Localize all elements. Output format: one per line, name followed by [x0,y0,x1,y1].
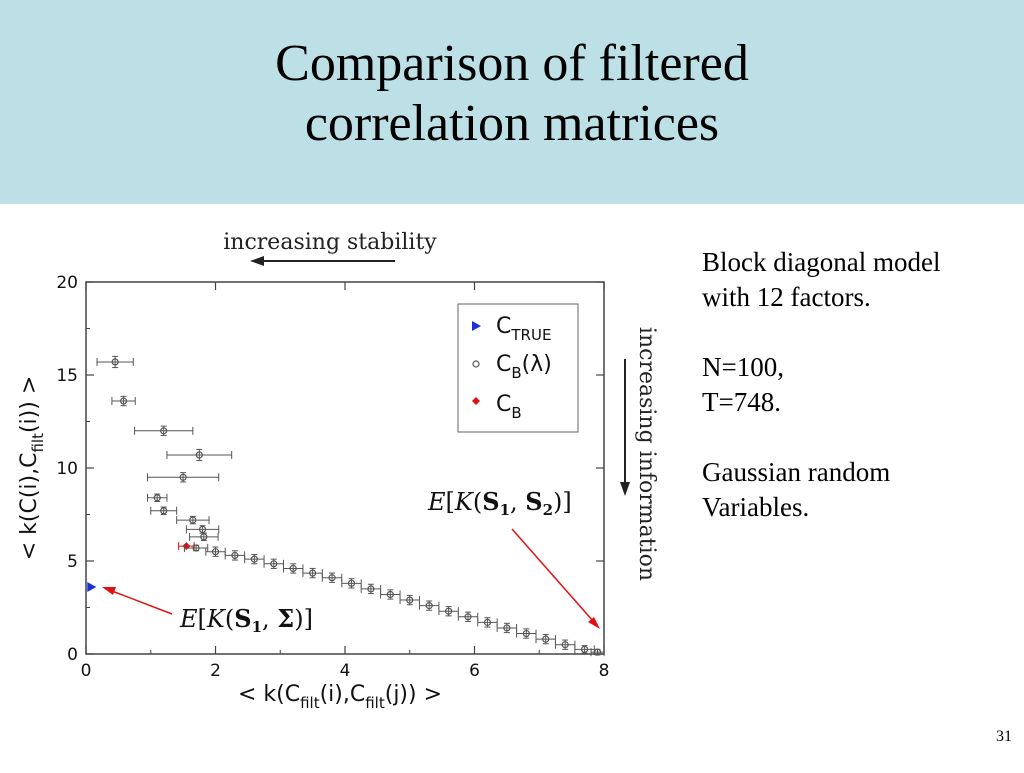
point-cb-lambda-3 [166,448,233,462]
x-tick-label-1: 2 [210,661,221,681]
note-line-3: N=100, [702,352,784,382]
point-cb-lambda-29 [554,639,576,650]
point-cb-lambda-14 [263,558,284,569]
slide-title: Comparison of filtered correlation matri… [0,34,1024,154]
note-line-5: Gaussian random [702,457,891,487]
point-cb-lambda-26 [496,622,518,634]
stability-annotation: increasing stability [223,230,437,255]
point-cb-lambda-31 [590,648,605,657]
point-cb-lambda-5 [147,493,168,502]
x-tick-label-3: 6 [469,661,480,681]
slide-title-line-2: correlation matrices [304,95,720,152]
legend-marker-c-b [472,397,480,405]
y-tick-label-3: 15 [56,366,78,386]
data-marks [87,355,605,657]
notes-panel: Block diagonal model with 12 factors. N=… [702,245,1022,525]
axis-ticks: 0 2 4 6 8 0 5 10 15 20 [56,273,609,681]
point-cb-lambda-1 [111,395,136,407]
y-tick-label-2: 10 [56,459,78,479]
y-tick-label-0: 0 [67,645,78,665]
point-cb-lambda-25 [477,617,498,628]
point-cb-lambda-21 [399,594,420,606]
arrow-e-s1-s2 [511,528,600,629]
note-line-1: Block diagonal model [702,247,941,277]
point-cb-lambda-2 [134,425,194,436]
legend: CTRUE CB(λ) CB [457,303,579,433]
note-line-4: T=748. [702,387,781,417]
y-axis-label: < k(C(i),Cfilt(i)) > [17,376,47,561]
point-cb-lambda-10 [183,543,209,552]
point-cb-lambda-7 [176,515,210,525]
x-tick-label-0: 0 [81,661,92,681]
x-tick-label-4: 8 [599,661,610,681]
information-annotation: increasing information [634,327,659,581]
point-cb-lambda-19 [360,583,382,595]
y-tick-label-1: 5 [67,552,78,572]
point-cb-lambda-12 [224,550,246,561]
point-cb-lambda-20 [380,589,401,600]
y-tick-label-4: 20 [56,273,78,293]
point-c-true-0 [87,582,97,593]
point-cb-lambda-23 [438,606,459,617]
title-band [0,0,1024,204]
point-cb-lambda-28 [535,633,556,645]
point-cb-0 [178,542,195,551]
point-cb-lambda-22 [418,600,440,611]
stability-arrow [250,256,395,266]
point-cb-lambda-0 [96,355,134,369]
figure-panel: increasing stability increasing informat… [0,204,684,768]
note-line-6: Variables. [702,492,810,522]
point-cb-lambda-13 [244,553,265,565]
slide-title-line-1: Comparison of filtered [275,35,749,92]
legend-marker-c-b-lambda [472,360,480,368]
point-cb-lambda-24 [457,611,479,622]
point-cb-lambda-8 [185,525,220,534]
point-cb-lambda-18 [341,578,362,589]
point-cb-lambda-27 [516,628,537,639]
x-tick-label-2: 4 [340,661,351,681]
slide-number: 31 [996,728,1012,745]
annotation-e-s1-sigma: E[K(S1, Σ)] [179,604,313,636]
point-cb-lambda-9 [189,532,219,542]
information-arrow [620,359,630,496]
point-cb-lambda-16 [302,567,323,579]
annotation-e-s1-s2: E[K(S1, S2)] [427,487,572,519]
scatter-chart: increasing stability increasing informat… [17,230,659,712]
point-cb-lambda-4 [147,472,220,483]
legend-marker-c-true [472,321,481,331]
note-line-2: with 12 factors. [702,282,871,312]
arrow-e-s1-sigma [102,587,173,615]
point-cb-lambda-17 [321,572,343,583]
point-cb-lambda-15 [282,563,304,574]
x-axis-label: < k(Cfilt(i),Cfilt(j)) > [238,682,442,712]
point-cb-lambda-11 [205,546,226,557]
point-cb-lambda-6 [150,506,178,515]
